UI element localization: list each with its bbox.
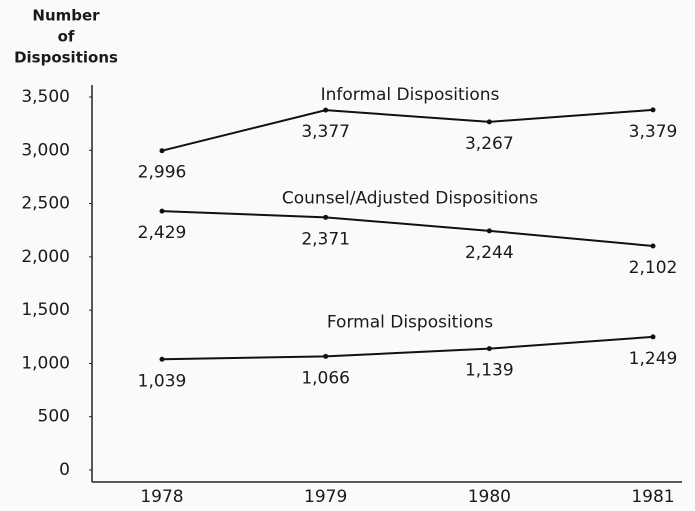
data-label: 2,996 [138,163,187,183]
point [159,208,165,214]
y-tick-label: 3,500 [21,87,70,107]
y-axis-label: of [58,28,75,46]
y-axis-label: Number [32,7,100,25]
y-tick-label: 1,500 [21,300,70,320]
series-line [161,335,654,361]
data-label: 2,244 [465,243,514,263]
point [486,119,492,125]
data-label: 3,379 [629,122,678,142]
data-label: 3,377 [301,122,350,142]
x-tick-label: 1979 [304,487,347,507]
point [650,334,656,340]
data-label: 1,066 [301,368,350,388]
series-line [161,108,654,152]
data-label: 2,371 [301,229,350,249]
point [323,214,329,220]
point [323,353,329,359]
y-axis-label: Dispositions [14,49,118,67]
x-tick-label: 1978 [140,487,183,507]
data-label: 2,102 [629,258,678,278]
point [650,243,656,249]
data-label: 1,249 [629,349,678,369]
point [323,107,329,113]
series-name: Counsel/Adjusted Dispositions [282,188,538,208]
point [486,346,492,352]
y-tick-label: 3,000 [21,140,70,160]
y-tick-label: 2,500 [21,194,70,214]
y-tick-label: 1,000 [21,353,70,373]
series-line [161,210,654,247]
x-tick-label: 1981 [631,487,674,507]
point [159,356,165,362]
series-name: Formal Dispositions [327,312,493,332]
data-label: 2,429 [138,223,187,243]
data-label: 1,039 [138,371,187,391]
point [486,228,492,234]
data-label: 1,139 [465,361,514,381]
x-tick-label: 1980 [468,487,511,507]
point [159,148,165,154]
data-label: 3,267 [465,134,514,154]
y-tick-label: 0 [59,460,70,480]
y-tick-label: 2,000 [21,247,70,267]
y-tick-label: 500 [38,407,70,427]
point [650,107,656,113]
series-name: Informal Dispositions [321,85,500,105]
